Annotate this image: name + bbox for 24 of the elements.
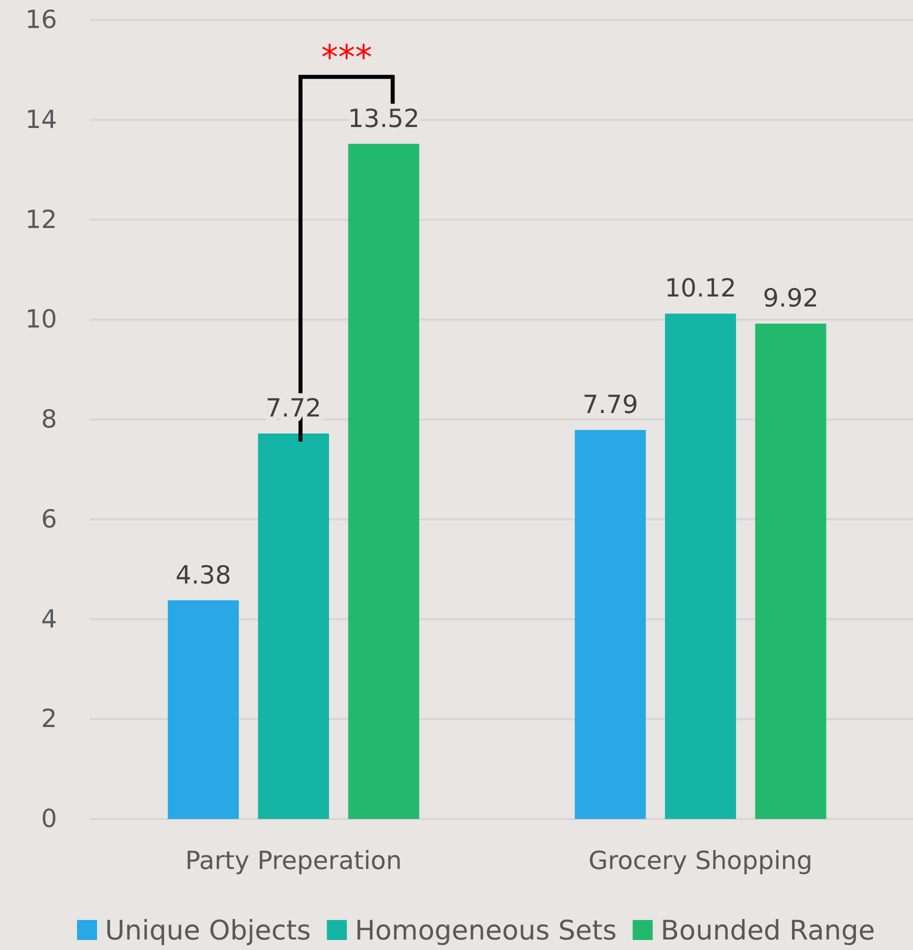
bar <box>755 324 826 819</box>
data-label: 9.92 <box>762 284 819 313</box>
bar <box>258 433 330 819</box>
legend-label: Unique Objects <box>105 916 311 947</box>
y-tick-label: 16 <box>25 5 57 34</box>
data-label: 7.79 <box>582 390 638 419</box>
bar <box>168 600 239 819</box>
legend-label: Bounded Range <box>660 916 875 947</box>
x-tick-label: Grocery Shopping <box>588 846 812 875</box>
y-tick-label: 10 <box>25 304 57 334</box>
y-tick-label: 14 <box>25 104 57 134</box>
legend-label: Homogeneous Sets <box>354 916 617 947</box>
y-tick-label: 6 <box>41 504 57 534</box>
data-label: 10.12 <box>664 274 736 303</box>
y-tick-label: 4 <box>41 604 57 634</box>
data-label: 4.38 <box>175 560 232 590</box>
bar <box>664 314 736 819</box>
x-tick-label: Party Preperation <box>185 846 402 875</box>
y-tick-label: 8 <box>41 404 57 434</box>
bar <box>574 430 646 819</box>
y-tick-label: 0 <box>41 804 57 833</box>
annotation: *** <box>321 38 372 78</box>
y-tick-label: 12 <box>25 204 57 234</box>
y-tick-label: 2 <box>41 704 57 734</box>
